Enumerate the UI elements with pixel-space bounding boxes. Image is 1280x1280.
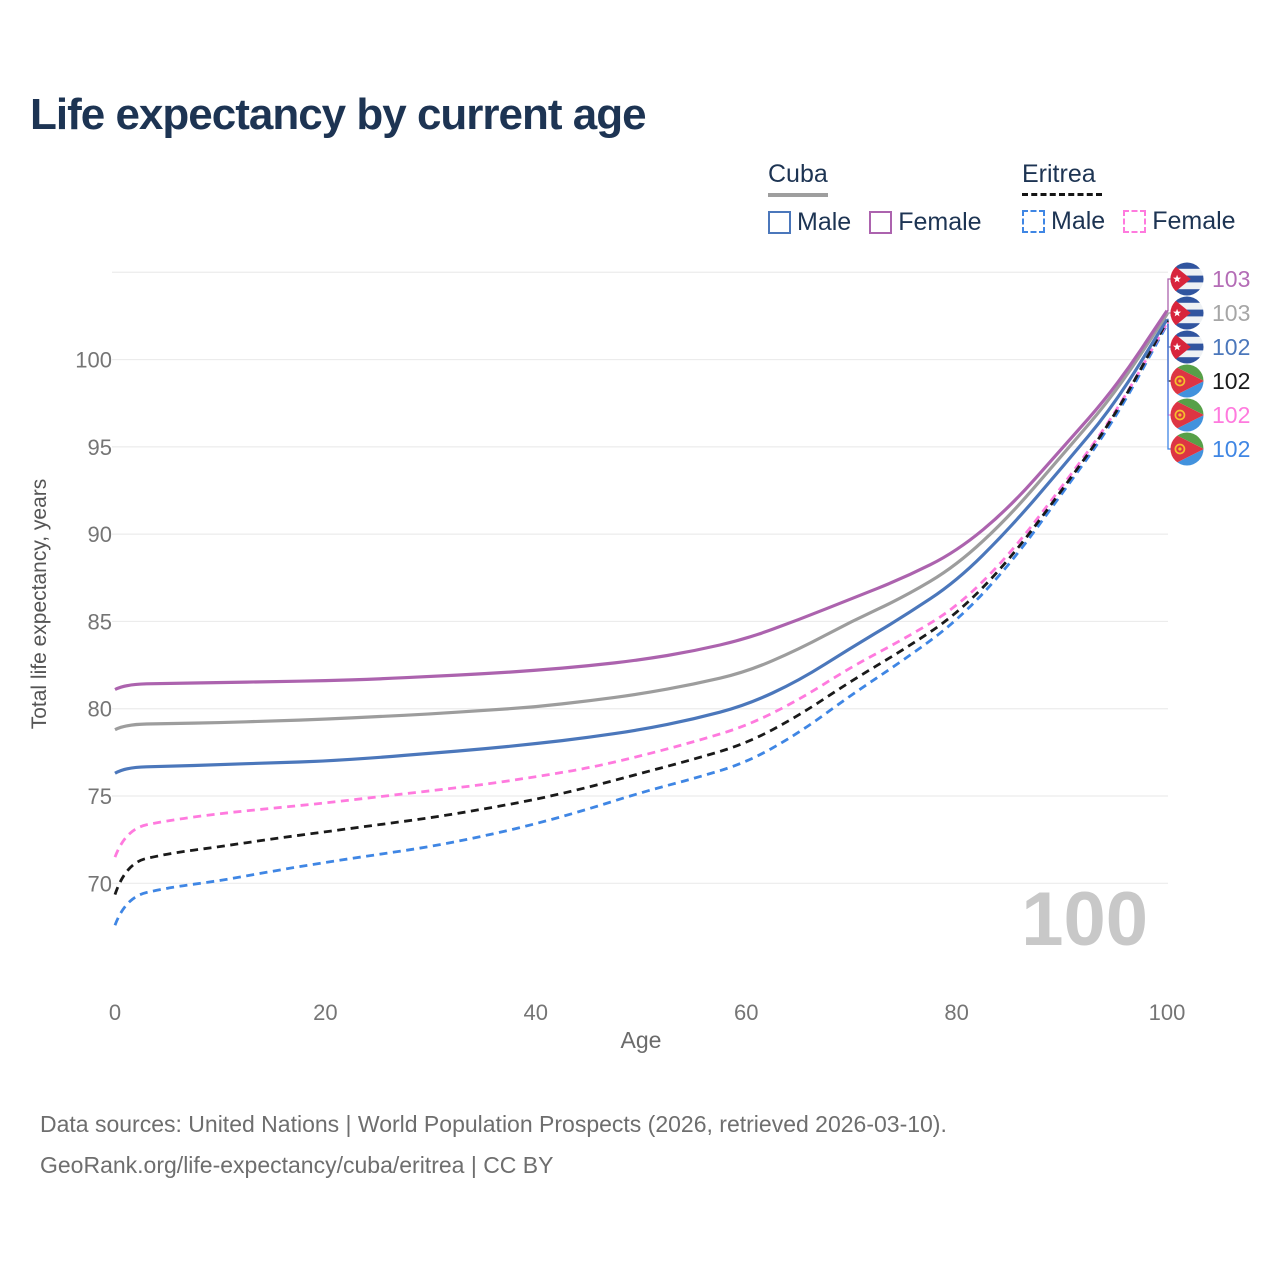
legend-item-eritrea-male[interactable]: Male (1022, 207, 1105, 236)
cuba-flag-icon (1170, 330, 1204, 364)
cuba-flag-icon (1170, 296, 1204, 330)
x-tick-20: 20 (313, 1000, 337, 1025)
x-tick-100: 100 (1149, 1000, 1186, 1025)
eritrea-dashed-line-swatch (1022, 193, 1102, 196)
legend-item-label: Male (1051, 207, 1106, 235)
legend-item-eritrea-female[interactable]: Female (1123, 207, 1236, 236)
y-tick-80: 80 (88, 697, 112, 722)
y-tick-75: 75 (88, 784, 112, 809)
page-title: Life expectancy by current age (30, 90, 647, 139)
x-tick-60: 60 (734, 1000, 758, 1025)
cuba-female-swatch (869, 211, 893, 234)
end-label-eritrea-both-sexes: 102 (1170, 364, 1250, 398)
end-label-value: 102 (1212, 402, 1251, 428)
eritrea-flag-icon (1170, 398, 1204, 432)
end-label-cuba-both-sexes: 103 (1170, 296, 1250, 330)
hover-age-watermark: 100 (1021, 877, 1148, 962)
eritrea-flag-icon (1170, 364, 1204, 398)
eritrea-male-swatch (1022, 210, 1045, 233)
end-label-value: 103 (1212, 300, 1251, 326)
x-tick-80: 80 (944, 1000, 968, 1025)
series-line-eritrea-both-sexes (113, 320, 1169, 896)
end-label-eritrea-female: 102 (1170, 398, 1250, 432)
series-line-cuba-both-sexes (114, 313, 1169, 732)
x-tick-0: 0 (109, 1000, 121, 1025)
series-line-cuba-female (114, 309, 1169, 691)
legend-group-eritrea: Eritrea Male Female (1022, 160, 1236, 236)
cuba-solid-line-swatch (768, 193, 828, 197)
end-label-value: 102 (1212, 368, 1251, 394)
series-line-eritrea-female (113, 322, 1169, 858)
end-label-eritrea-male: 102 (1170, 432, 1250, 466)
footer: Data sources: United Nations | World Pop… (40, 1104, 947, 1186)
legend-eritrea-label: Eritrea (1022, 160, 1096, 188)
legend-group-cuba: Cuba Male Female (768, 160, 982, 237)
y-axis-title: Total life expectancy, years (28, 479, 51, 730)
footer-sources: Data sources: United Nations | World Pop… (40, 1111, 947, 1137)
legend-item-label: Female (898, 208, 982, 236)
legend-item-label: Male (797, 208, 852, 236)
eritrea-female-swatch (1123, 210, 1147, 233)
legend-cuba-label: Cuba (768, 160, 828, 188)
legend-item-cuba-female[interactable]: Female (869, 208, 982, 237)
end-label-value: 102 (1212, 334, 1251, 360)
eritrea-flag-icon (1170, 432, 1204, 466)
end-label-value: 102 (1212, 436, 1251, 462)
legend-item-label: Female (1152, 207, 1236, 235)
legend-item-cuba-male[interactable]: Male (768, 208, 851, 237)
y-tick-90: 90 (88, 522, 112, 547)
cuba-flag-icon (1170, 262, 1204, 296)
end-label-cuba-female: 103 (1170, 262, 1250, 296)
series-line-cuba-male (114, 318, 1169, 775)
footer-attribution: GeoRank.org/life-expectancy/cuba/eritrea… (40, 1152, 554, 1178)
cuba-male-swatch (768, 211, 791, 234)
y-tick-70: 70 (88, 871, 112, 896)
x-tick-40: 40 (524, 1000, 548, 1025)
series-line-eritrea-male (113, 323, 1169, 926)
y-tick-100: 100 (75, 348, 112, 373)
end-label-value: 103 (1212, 266, 1251, 292)
end-label-cuba-male: 102 (1170, 330, 1250, 364)
y-tick-85: 85 (88, 609, 112, 634)
y-tick-95: 95 (88, 435, 112, 460)
x-axis-title: Age (621, 1027, 662, 1053)
